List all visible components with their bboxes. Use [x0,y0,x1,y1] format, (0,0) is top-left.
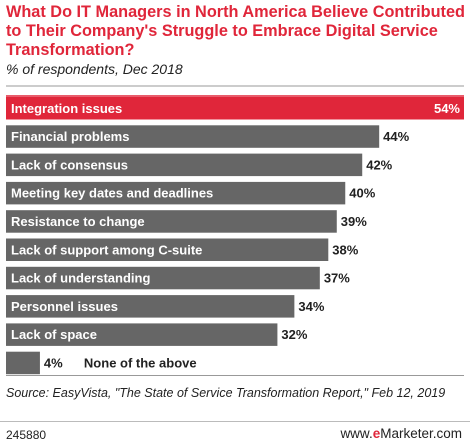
bar-meeting-key-dates-and-deadlines [6,181,346,205]
value-label-integration-issues: 54% [434,101,460,116]
value-label-meeting-key-dates-and-deadlines: 40% [349,186,375,201]
brand-prefix: www. [340,426,373,441]
bar-personnel-issues [6,295,295,318]
bar-lack-of-support-among-c-suite [6,238,329,261]
bar-financial-problems [6,125,380,148]
category-label-none-of-the-above: None of the above [84,355,197,370]
category-label-lack-of-support-among-c-suite: Lack of support among C-suite [11,242,202,257]
brand-suffix: Marketer.com [380,426,462,441]
value-label-lack-of-space: 32% [281,327,307,342]
bar-lack-of-consensus [6,153,363,177]
brand-logo: www.eMarketer.com [340,426,462,441]
category-label-meeting-key-dates-and-deadlines: Meeting key dates and deadlines [11,186,213,201]
bar-chart: 54% Integration issues 44% Financial proble… [6,85,464,375]
chart-title: What Do IT Managers in North America Bel… [6,3,465,59]
value-label-lack-of-consensus: 42% [366,157,392,172]
value-label-personnel-issues: 34% [298,299,324,314]
footer-rule [0,421,470,422]
bar-resistance-to-change [6,210,337,233]
category-label-lack-of-space: Lack of space [11,327,97,342]
category-label-financial-problems: Financial problems [11,129,129,144]
brand-e: e [372,426,381,441]
category-label-integration-issues: Integration issues [11,101,122,116]
value-label-none-of-the-above: 4% [44,355,63,370]
value-label-resistance-to-change: 39% [341,214,367,229]
category-label-resistance-to-change: Resistance to change [11,214,145,229]
chart-id: 245880 [6,428,47,442]
chart-subtitle: % of respondents, Dec 2018 [6,61,183,77]
source-note: Source: EasyVista, "The State of Service… [6,386,446,400]
value-label-lack-of-understanding: 37% [324,271,350,286]
value-label-financial-problems: 44% [383,129,409,144]
bottom-rule [6,375,464,376]
bar-none-of-the-above [6,351,40,375]
bar-lack-of-space [6,323,278,346]
value-label-lack-of-support-among-c-suite: 38% [332,242,358,257]
category-label-lack-of-understanding: Lack of understanding [11,271,150,286]
bar-integration-issues [6,97,464,120]
category-label-lack-of-consensus: Lack of consensus [11,157,128,172]
category-label-personnel-issues: Personnel issues [11,299,118,314]
bar-lack-of-understanding [6,266,320,290]
